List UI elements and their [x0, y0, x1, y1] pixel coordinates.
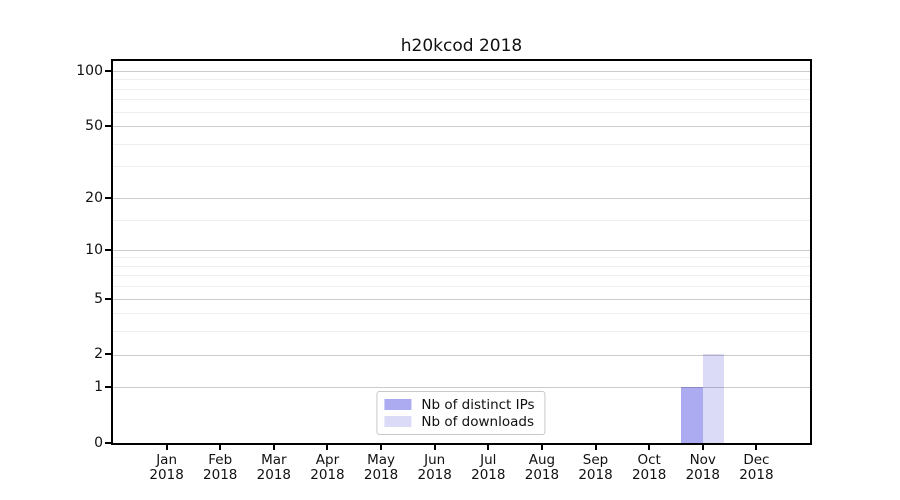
legend-label: Nb of distinct IPs [421, 396, 535, 413]
y-tick-mark [105, 386, 111, 389]
x-tick-month: Jun [424, 452, 446, 468]
x-tick-label: Apr 2018 [282, 453, 372, 483]
minor-gridline [113, 111, 810, 113]
x-tick-mark [219, 445, 222, 450]
x-tick-month: Dec [743, 452, 770, 468]
major-gridline [113, 298, 810, 300]
legend-item: Nb of distinct IPs [384, 396, 535, 413]
x-tick-mark [433, 445, 436, 450]
x-tick-month: Jan [156, 452, 178, 468]
x-tick-mark [165, 445, 168, 450]
x-tick-label: Nov 2018 [658, 453, 748, 483]
minor-gridline [113, 286, 810, 288]
x-tick-mark [540, 445, 543, 450]
major-gridline [113, 354, 810, 356]
bar [702, 354, 725, 443]
minor-gridline [113, 88, 810, 90]
x-tick-label: Jan 2018 [122, 453, 212, 483]
x-tick-year: 2018 [203, 467, 238, 483]
x-tick-year: 2018 [739, 467, 774, 483]
x-tick-month: Nov [689, 452, 716, 468]
y-tick-label: 2 [94, 346, 103, 363]
minor-gridline [113, 99, 810, 101]
y-tick-label: 5 [94, 290, 103, 307]
x-tick-label: May 2018 [336, 453, 426, 483]
y-tick-mark [105, 248, 111, 251]
chart-title: h20kcod 2018 [400, 36, 523, 56]
plot-frame [111, 59, 812, 445]
x-tick-month: Feb [208, 452, 233, 468]
major-gridline [113, 387, 810, 389]
x-tick-month: Sep [582, 452, 609, 468]
minor-gridline [113, 166, 810, 168]
legend: Nb of distinct IPs Nb of downloads [376, 391, 546, 435]
x-tick-mark [380, 445, 383, 450]
x-tick-mark [648, 445, 651, 450]
legend-label: Nb of downloads [421, 413, 534, 430]
x-tick-label: Aug 2018 [497, 453, 587, 483]
minor-gridline [113, 275, 810, 277]
minor-gridline [113, 219, 810, 221]
x-tick-year: 2018 [310, 467, 345, 483]
x-tick-year: 2018 [578, 467, 613, 483]
x-tick-year: 2018 [149, 467, 184, 483]
major-gridline [113, 249, 810, 251]
x-tick-month: May [367, 452, 396, 468]
y-tick-label: 50 [85, 118, 103, 135]
x-tick-label: Jul 2018 [443, 453, 533, 483]
y-tick-mark [105, 353, 111, 356]
legend-swatch [384, 416, 412, 427]
x-tick-mark [594, 445, 597, 450]
x-tick-mark [487, 445, 490, 450]
minor-gridline [113, 79, 810, 81]
y-tick-label: 10 [85, 241, 103, 258]
x-tick-month: Apr [315, 452, 340, 468]
y-tick-mark [105, 125, 111, 128]
x-tick-mark [701, 445, 704, 450]
x-tick-year: 2018 [363, 467, 399, 483]
major-gridline [113, 197, 810, 199]
x-tick-label: Mar 2018 [229, 453, 319, 483]
y-tick-mark [105, 70, 111, 73]
x-tick-month: Jul [480, 452, 497, 468]
y-tick-mark [105, 442, 111, 444]
x-tick-year: 2018 [417, 467, 452, 483]
minor-gridline [113, 265, 810, 267]
x-tick-month: Aug [528, 452, 556, 468]
x-tick-label: Feb 2018 [175, 453, 265, 483]
minor-gridline [113, 257, 810, 259]
minor-gridline [113, 331, 810, 333]
y-tick-label: 100 [76, 63, 103, 80]
x-tick-mark [755, 445, 758, 450]
x-tick-mark [326, 445, 329, 450]
x-tick-year: 2018 [471, 467, 506, 483]
x-tick-year: 2018 [685, 467, 720, 483]
x-tick-label: Oct 2018 [604, 453, 694, 483]
major-gridline [113, 71, 810, 72]
x-tick-month: Oct [637, 452, 661, 468]
y-tick-label: 1 [94, 379, 103, 396]
x-tick-label: Sep 2018 [551, 453, 641, 483]
x-tick-year: 2018 [524, 467, 560, 483]
x-tick-year: 2018 [631, 467, 667, 483]
x-tick-year: 2018 [256, 467, 292, 483]
y-tick-label: 20 [85, 189, 103, 206]
y-tick-mark [105, 196, 111, 199]
x-tick-mark [272, 445, 275, 450]
major-gridline [113, 126, 810, 128]
x-tick-month: Mar [261, 452, 287, 468]
minor-gridline [113, 313, 810, 315]
y-tick-label: 0 [94, 435, 103, 451]
plot-area [113, 61, 810, 443]
legend-swatch [384, 399, 412, 410]
legend-item: Nb of downloads [384, 413, 534, 430]
x-tick-label: Jun 2018 [390, 453, 480, 483]
x-tick-label: Dec 2018 [711, 453, 801, 483]
bar [681, 387, 703, 443]
minor-gridline [113, 143, 810, 145]
y-tick-mark [105, 297, 111, 300]
